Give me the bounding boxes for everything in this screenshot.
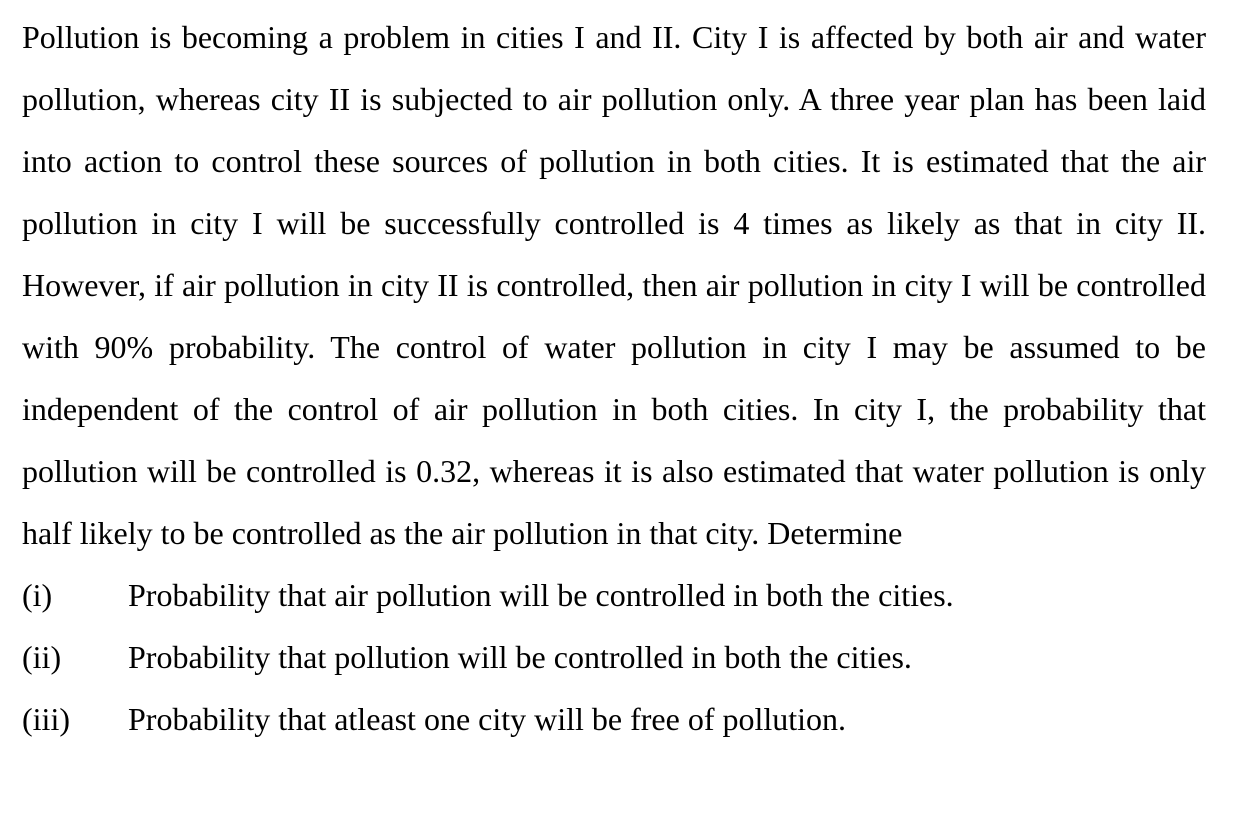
question-item-2: (ii) Probability that pollution will be … <box>22 626 1206 688</box>
problem-statement: Pollution is becoming a problem in citie… <box>22 19 1206 551</box>
question-item-1: (i) Probability that air pollution will … <box>22 564 1206 626</box>
document-body: Pollution is becoming a problem in citie… <box>22 6 1206 750</box>
question-text: Probability that pollution will be contr… <box>128 639 912 675</box>
question-number: (ii) <box>22 639 62 675</box>
question-text: Probability that atleast one city will b… <box>128 701 847 737</box>
question-text: Probability that air pollution will be c… <box>128 577 954 613</box>
question-item-3: (iii) Probability that atleast one city … <box>22 688 1206 750</box>
question-number: (iii) <box>22 701 70 737</box>
question-number: (i) <box>22 577 53 613</box>
